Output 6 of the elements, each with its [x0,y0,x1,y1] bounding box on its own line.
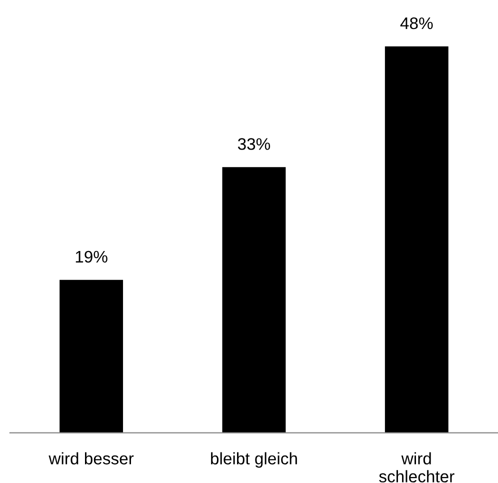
data-label: 48% [400,17,433,30]
x-tick-label: wird schlechter [379,452,454,482]
data-label: 33% [238,138,270,150]
x-tick-label: bleibt gleich [211,452,297,468]
data-label: 19% [76,250,108,263]
x-tick-label: wird besser [48,452,134,464]
